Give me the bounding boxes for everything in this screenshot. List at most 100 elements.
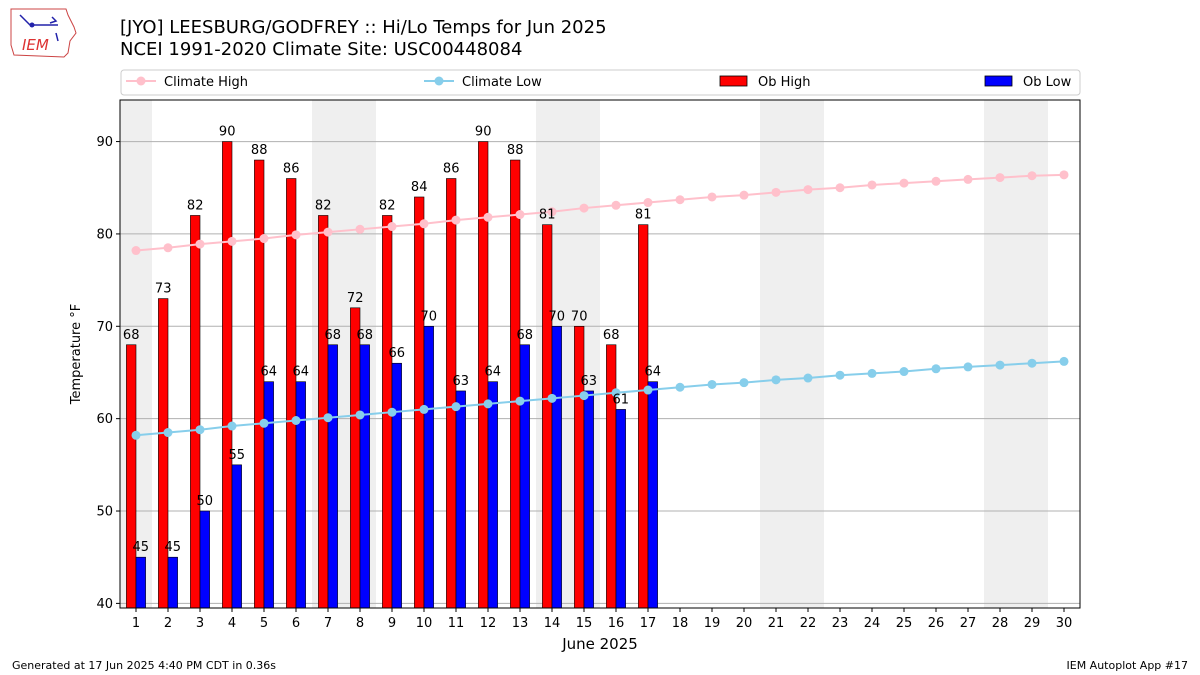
climate-low-point xyxy=(1027,358,1037,368)
iem-logo: IEM xyxy=(10,8,77,58)
climate-low-point xyxy=(707,379,717,389)
legend-climate-low: Climate Low xyxy=(462,75,542,90)
legend-ob-high: Ob High xyxy=(758,75,811,90)
ob-high-label: 86 xyxy=(283,162,300,177)
x-axis-label: June 2025 xyxy=(561,635,638,653)
x-tick-label: 17 xyxy=(640,616,657,631)
climate-low-point xyxy=(995,360,1005,370)
ob-high-bar xyxy=(638,224,649,609)
ob-low-bar xyxy=(391,362,402,609)
climate-low-point xyxy=(739,378,749,388)
climate-high-line xyxy=(135,173,1065,252)
ob-high-label: 68 xyxy=(603,328,620,343)
ob-high-bar xyxy=(126,344,137,609)
ob-high-bar xyxy=(350,307,361,609)
ob-high-bar xyxy=(190,215,201,609)
climate-high-point xyxy=(771,187,781,197)
x-tick-label: 25 xyxy=(896,616,913,631)
ob-low-bar xyxy=(359,344,370,609)
legend-climate-high-marker xyxy=(136,76,146,86)
ob-low-label: 61 xyxy=(613,392,630,407)
climate-high-point xyxy=(227,236,237,246)
ob-high-bar xyxy=(414,196,425,609)
ob-high-bar xyxy=(254,159,265,609)
climate-low-point xyxy=(963,362,973,372)
ob-low-label: 68 xyxy=(357,328,374,343)
ob-low-label: 55 xyxy=(229,448,246,463)
ob-low-bar xyxy=(167,556,178,609)
legend: Climate High Climate Low Ob High Ob Low xyxy=(120,69,1081,96)
ob-low-bar xyxy=(615,409,626,609)
x-tick-label: 30 xyxy=(1056,616,1073,631)
climate-high-point xyxy=(1059,170,1069,180)
x-tick-label: 7 xyxy=(324,616,332,631)
climate-low-line xyxy=(135,360,1065,437)
climate-low-point xyxy=(131,430,141,440)
climate-high-point xyxy=(483,212,493,222)
ob-high-bar xyxy=(606,344,617,609)
generated-timestamp: Generated at 17 Jun 2025 4:40 PM CDT in … xyxy=(12,659,277,672)
ob-low-label: 45 xyxy=(133,540,150,555)
ob-low-bar xyxy=(455,390,466,609)
climate-low-point xyxy=(163,428,173,438)
x-tick-label: 3 xyxy=(196,616,204,631)
ob-high-label: 88 xyxy=(251,143,268,158)
ob-high-label: 86 xyxy=(443,162,460,177)
climate-low-point xyxy=(451,402,461,412)
ob-low-label: 68 xyxy=(325,328,342,343)
climate-high-point xyxy=(163,243,173,253)
legend-ob-low-swatch xyxy=(984,75,1013,87)
climate-high-point xyxy=(515,210,525,220)
climate-low-point xyxy=(1059,356,1069,366)
climate-high-point xyxy=(419,219,429,229)
climate-low-point xyxy=(291,416,301,426)
ob-low-bar xyxy=(199,510,210,609)
ob-high-label: 84 xyxy=(411,180,428,195)
ob-high-label: 88 xyxy=(507,143,524,158)
ob-low-bar xyxy=(583,390,594,609)
climate-high-point xyxy=(387,222,397,232)
weekend-shade xyxy=(760,100,824,608)
ob-low-bar xyxy=(263,381,274,609)
climate-high-point xyxy=(643,198,653,208)
x-tick-label: 8 xyxy=(356,616,364,631)
x-tick-label: 20 xyxy=(736,616,753,631)
chart-title: [JYO] LEESBURG/GODFREY :: Hi/Lo Temps fo… xyxy=(120,17,607,61)
climate-high-point xyxy=(579,203,589,213)
ob-high-bar xyxy=(542,224,553,609)
climate-low-point xyxy=(227,421,237,431)
climate-high-point xyxy=(707,192,717,202)
ob-high-bar xyxy=(286,178,297,609)
climate-low-point xyxy=(643,385,653,395)
y-axis-label: Temperature °F xyxy=(69,304,84,405)
climate-high-point xyxy=(1027,171,1037,181)
ob-high-label: 81 xyxy=(635,208,652,223)
climate-high-point xyxy=(675,195,685,205)
title-line-2: NCEI 1991-2020 Climate Site: USC00448084 xyxy=(120,39,523,60)
x-tick-label: 16 xyxy=(608,616,625,631)
climate-high-point xyxy=(259,234,269,244)
x-tick-label: 15 xyxy=(576,616,593,631)
ob-high-label: 90 xyxy=(219,125,236,140)
x-tick-label: 10 xyxy=(416,616,433,631)
ob-high-bar xyxy=(222,141,233,609)
x-tick-label: 22 xyxy=(800,616,817,631)
x-tick-label: 13 xyxy=(512,616,529,631)
plot-frame xyxy=(119,99,1081,609)
y-tick-label: 90 xyxy=(96,135,113,150)
ob-high-bar xyxy=(318,215,329,609)
ob-high-label: 70 xyxy=(571,309,588,324)
ob-high-bar xyxy=(446,178,457,609)
climate-low-point xyxy=(899,367,909,377)
climate-low-point xyxy=(931,364,941,374)
legend-climate-high: Climate High xyxy=(164,75,248,90)
ob-high-label: 81 xyxy=(539,208,556,223)
x-tick-label: 23 xyxy=(832,616,849,631)
ob-low-bar xyxy=(551,325,562,609)
climate-low-point xyxy=(259,418,269,428)
climate-low-point xyxy=(803,373,813,383)
x-tick-label: 24 xyxy=(864,616,881,631)
ob-low-bar xyxy=(327,344,338,609)
climate-high-point xyxy=(451,215,461,225)
